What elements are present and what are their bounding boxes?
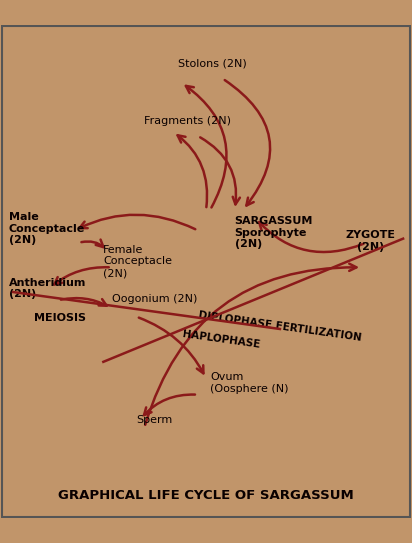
Text: DIPLOPHASE FERTILIZATION: DIPLOPHASE FERTILIZATION [198,311,362,343]
Text: MEIOSIS: MEIOSIS [33,313,86,323]
Text: Sperm: Sperm [136,415,173,425]
Text: Female
Conceptacle
(2N): Female Conceptacle (2N) [103,245,172,278]
Text: HAPLOPHASE: HAPLOPHASE [181,329,260,350]
Text: Stolons (2N): Stolons (2N) [178,58,246,68]
Text: SARGASSUM
Sporophyte
(2N): SARGASSUM Sporophyte (2N) [235,216,313,249]
Text: Fragments (2N): Fragments (2N) [144,116,231,126]
Text: Ovum
(Oosphere (N): Ovum (Oosphere (N) [210,372,289,394]
Text: Oogonium (2N): Oogonium (2N) [112,294,197,304]
Text: Male
Conceptacle
(2N): Male Conceptacle (2N) [9,212,85,245]
Text: ZYGOTE
(2N): ZYGOTE (2N) [345,230,395,252]
Text: Antheridium
(2N): Antheridium (2N) [9,277,86,299]
Text: GRAPHICAL LIFE CYCLE OF SARGASSUM: GRAPHICAL LIFE CYCLE OF SARGASSUM [58,489,354,502]
